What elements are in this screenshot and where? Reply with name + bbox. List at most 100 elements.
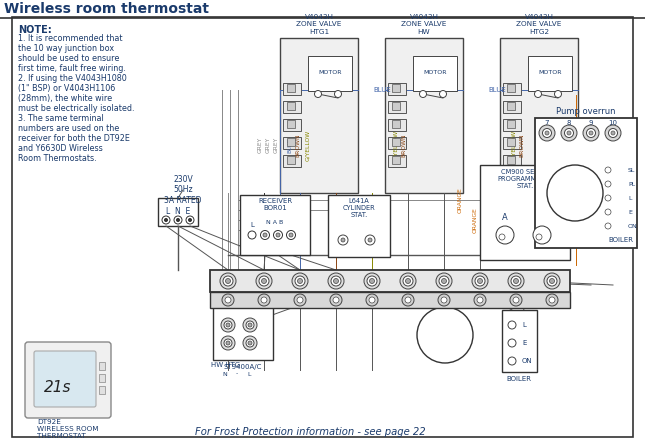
Text: ON: ON: [628, 224, 638, 228]
Circle shape: [276, 233, 280, 237]
Circle shape: [188, 219, 192, 222]
Text: 7: 7: [545, 120, 550, 126]
Circle shape: [513, 278, 519, 283]
Circle shape: [261, 231, 270, 240]
Text: A: A: [502, 212, 508, 222]
Circle shape: [605, 223, 611, 229]
Text: 7: 7: [442, 295, 446, 300]
Bar: [287, 156, 295, 164]
Text: V4043H
ZONE VALVE
HTG2: V4043H ZONE VALVE HTG2: [516, 14, 562, 35]
Bar: [287, 102, 295, 110]
Text: GREY: GREY: [266, 137, 270, 153]
Bar: [287, 138, 295, 146]
Bar: [388, 119, 406, 131]
Circle shape: [225, 297, 231, 303]
Bar: [287, 84, 295, 92]
Text: L  N  E: L N E: [166, 207, 190, 216]
Bar: [392, 156, 400, 164]
Circle shape: [177, 219, 179, 222]
Text: 21s: 21s: [45, 380, 72, 396]
Bar: [392, 102, 400, 110]
Circle shape: [513, 297, 519, 303]
Circle shape: [536, 234, 542, 240]
Bar: [328, 195, 390, 257]
Circle shape: [330, 294, 342, 306]
Text: 10: 10: [548, 295, 556, 300]
Circle shape: [286, 231, 295, 240]
Circle shape: [546, 294, 558, 306]
Circle shape: [605, 125, 621, 141]
Text: RECEIVER
BOR01: RECEIVER BOR01: [258, 198, 292, 211]
Text: G/YELLOW: G/YELLOW: [393, 130, 399, 160]
Circle shape: [605, 209, 611, 215]
Circle shape: [605, 181, 611, 187]
Text: Room Thermostats.: Room Thermostats.: [18, 154, 97, 163]
Circle shape: [605, 195, 611, 201]
Circle shape: [297, 297, 303, 303]
Circle shape: [555, 90, 562, 97]
Circle shape: [186, 216, 194, 224]
Circle shape: [406, 278, 410, 283]
Circle shape: [535, 90, 542, 97]
Circle shape: [341, 238, 345, 242]
Circle shape: [367, 276, 377, 286]
Circle shape: [477, 297, 483, 303]
Circle shape: [441, 278, 446, 283]
Circle shape: [547, 276, 557, 286]
Circle shape: [567, 131, 571, 135]
Bar: [99, 374, 105, 382]
Text: BLUE: BLUE: [288, 137, 292, 153]
Circle shape: [368, 238, 372, 242]
Text: L: L: [522, 322, 526, 328]
Circle shape: [243, 318, 257, 332]
Circle shape: [496, 226, 514, 244]
Bar: [283, 119, 301, 131]
Text: MOTOR: MOTOR: [423, 71, 447, 76]
Text: BROWN: BROWN: [295, 133, 301, 157]
Text: 1: 1: [226, 295, 230, 300]
Text: L: L: [247, 371, 251, 376]
Bar: [503, 137, 521, 149]
Circle shape: [472, 273, 488, 289]
Bar: [392, 138, 400, 146]
Circle shape: [222, 294, 234, 306]
Bar: [500, 38, 578, 193]
Text: V4043H
ZONE VALVE
HTG1: V4043H ZONE VALVE HTG1: [296, 14, 342, 35]
FancyBboxPatch shape: [34, 351, 96, 407]
Text: NOTE:: NOTE:: [18, 25, 52, 35]
Text: MOTOR: MOTOR: [318, 71, 342, 76]
Circle shape: [475, 276, 485, 286]
Text: DT92E
WIRELESS ROOM
THERMOSTAT: DT92E WIRELESS ROOM THERMOSTAT: [37, 419, 99, 439]
Circle shape: [248, 341, 252, 345]
Circle shape: [338, 235, 348, 245]
Circle shape: [400, 273, 416, 289]
Circle shape: [508, 273, 524, 289]
Bar: [158, 198, 198, 226]
Circle shape: [220, 273, 236, 289]
Circle shape: [533, 226, 551, 244]
Circle shape: [294, 294, 306, 306]
Text: 8: 8: [567, 120, 571, 126]
Bar: [503, 101, 521, 113]
Bar: [507, 138, 515, 146]
Bar: [392, 84, 400, 92]
Circle shape: [295, 276, 305, 286]
Bar: [388, 101, 406, 113]
Text: 1. It is recommended that: 1. It is recommended that: [18, 34, 123, 43]
Circle shape: [248, 323, 252, 327]
Bar: [99, 362, 105, 370]
Text: BROWN: BROWN: [519, 133, 524, 157]
Circle shape: [328, 273, 344, 289]
Circle shape: [297, 278, 303, 283]
Circle shape: [243, 336, 257, 350]
Circle shape: [226, 323, 230, 327]
Circle shape: [508, 357, 516, 365]
Circle shape: [586, 128, 595, 138]
Bar: [502, 310, 537, 372]
Circle shape: [439, 276, 449, 286]
Circle shape: [258, 294, 270, 306]
Bar: [535, 118, 637, 248]
Bar: [507, 84, 515, 92]
Circle shape: [499, 234, 505, 240]
Circle shape: [583, 125, 599, 141]
